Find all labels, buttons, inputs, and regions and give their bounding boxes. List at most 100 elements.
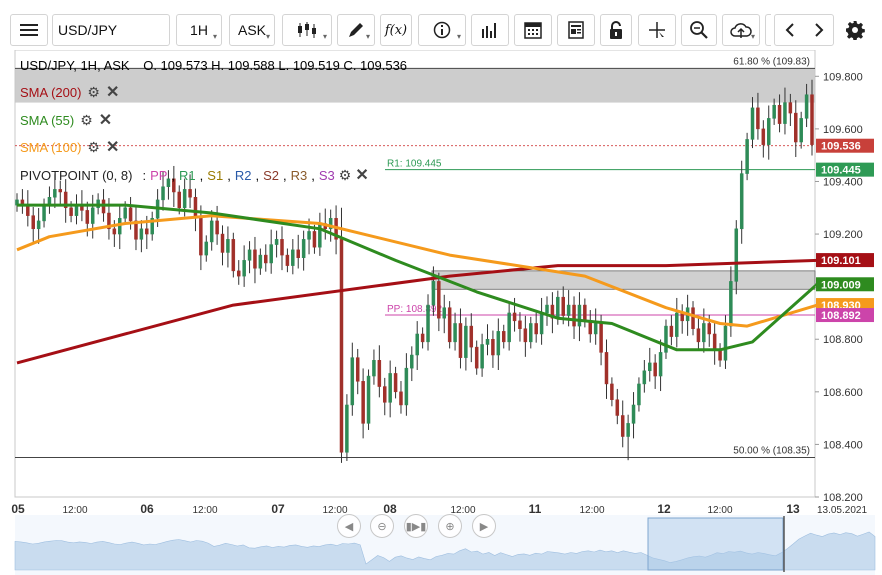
candle-body bbox=[258, 254, 263, 269]
zoom-out-button[interactable]: ⊖ bbox=[370, 514, 394, 538]
y-tick-label: 109.600 bbox=[823, 124, 863, 136]
x-tick-label: 12:00 bbox=[707, 505, 732, 516]
candle-body bbox=[182, 189, 187, 209]
legend-symbol: USD/JPY, 1H, ASK bbox=[20, 58, 130, 73]
candle-body bbox=[518, 320, 522, 329]
candle-body bbox=[599, 323, 603, 353]
price-tag-label: 108.892 bbox=[821, 310, 861, 322]
pan-left-button[interactable]: ◀ bbox=[337, 514, 361, 538]
candle-body bbox=[42, 204, 46, 222]
candle-body bbox=[777, 104, 782, 124]
chart-canvas[interactable]: 61.80 % (109.83) 50.00 % (108.35) R1: 109.… bbox=[0, 50, 882, 575]
chevron-right-icon bbox=[814, 23, 823, 37]
candle-body bbox=[410, 354, 414, 369]
candle-body bbox=[355, 357, 360, 382]
candle-body bbox=[426, 304, 430, 343]
news-button[interactable] bbox=[557, 14, 595, 46]
candle-body bbox=[139, 228, 144, 240]
close-icon[interactable]: ✕ bbox=[98, 112, 113, 129]
x-tick-label: 12:00 bbox=[322, 505, 347, 516]
indicators-button[interactable]: f(x) bbox=[380, 14, 412, 46]
scroll-left-button[interactable] bbox=[775, 22, 804, 38]
draw-tool-button[interactable]: ▾ bbox=[337, 14, 375, 46]
symbol-selector[interactable]: USD/JPY bbox=[52, 14, 170, 46]
price-tag-label: 109.536 bbox=[821, 141, 861, 153]
timeframe-dropdown[interactable]: 1H ▾ bbox=[176, 14, 222, 46]
candle-body bbox=[572, 304, 576, 327]
gear-icon[interactable]: ⚙ bbox=[87, 138, 100, 155]
chart-area[interactable]: 61.80 % (109.83) 50.00 % (108.35) R1: 109.… bbox=[0, 50, 882, 575]
candle-body bbox=[561, 296, 565, 316]
candle-body bbox=[236, 270, 241, 277]
candle-body bbox=[145, 228, 149, 235]
menu-button[interactable] bbox=[10, 14, 48, 46]
candle-body bbox=[36, 220, 41, 230]
x-tick-label: 12:00 bbox=[579, 505, 604, 516]
zoom-in-icon: ⊕ bbox=[445, 520, 455, 533]
candle-body bbox=[669, 325, 674, 337]
candle-body bbox=[177, 191, 181, 209]
candle-body bbox=[161, 186, 165, 201]
pan-right-button[interactable]: ▶ bbox=[472, 514, 496, 538]
gear-icon[interactable]: ⚙ bbox=[80, 111, 93, 128]
candle-body bbox=[74, 204, 79, 216]
crosshair-button[interactable] bbox=[638, 14, 676, 46]
pivot-label-r1: R1: 109.445 bbox=[387, 159, 442, 170]
gear-icon[interactable]: ⚙ bbox=[338, 166, 352, 183]
candle-body bbox=[447, 307, 452, 343]
candle-body bbox=[729, 281, 733, 327]
function-icon: f(x) bbox=[384, 22, 408, 38]
close-icon[interactable]: ✕ bbox=[105, 84, 120, 101]
upload-button[interactable]: ▾ bbox=[722, 14, 760, 46]
candle-body bbox=[350, 357, 355, 406]
candle-body bbox=[707, 323, 711, 335]
candle-body bbox=[799, 118, 803, 143]
price-tag bbox=[816, 162, 874, 177]
scroll-right-button[interactable] bbox=[804, 22, 833, 38]
close-icon[interactable]: ✕ bbox=[355, 167, 369, 184]
legend-sma55: SMA (55) ⚙ ✕ bbox=[20, 110, 112, 130]
price-tag-label: 109.101 bbox=[821, 255, 861, 267]
caret-down-icon: ▾ bbox=[322, 32, 327, 41]
info-button[interactable]: ▾ bbox=[418, 14, 466, 46]
candle-body bbox=[301, 239, 306, 258]
candle-body bbox=[474, 346, 479, 369]
candle-body bbox=[696, 328, 701, 343]
settings-button[interactable] bbox=[838, 14, 872, 46]
x-tick-label: 12 bbox=[657, 502, 671, 516]
candle-body bbox=[545, 304, 549, 314]
y-tick-label: 108.600 bbox=[823, 387, 863, 399]
volume-button[interactable] bbox=[471, 14, 509, 46]
pivot-comma: , bbox=[282, 167, 287, 183]
candle-body bbox=[193, 196, 198, 219]
document-icon bbox=[568, 21, 584, 39]
candle-body bbox=[85, 210, 90, 224]
candle-body bbox=[399, 391, 403, 406]
candle-body bbox=[31, 215, 35, 230]
candle-body bbox=[274, 239, 279, 245]
zoom-in-button[interactable]: ⊕ bbox=[438, 514, 462, 538]
candle-body bbox=[188, 189, 192, 198]
legend-sma200: SMA (200) ⚙ ✕ bbox=[20, 82, 119, 102]
zoom-button[interactable] bbox=[681, 14, 717, 46]
pivot-r2: R2 bbox=[234, 167, 252, 183]
candle-body bbox=[63, 191, 68, 209]
price-tag bbox=[816, 277, 874, 292]
candle-body bbox=[312, 231, 317, 248]
pivot-label: PIVOTPOINT (0, 8) bbox=[20, 167, 133, 183]
candle-body bbox=[501, 331, 506, 343]
crosshair-icon bbox=[649, 22, 665, 38]
candle-body bbox=[539, 312, 544, 335]
reset-view-button[interactable]: ▮▶▮ bbox=[404, 514, 428, 538]
candle-body bbox=[388, 373, 392, 403]
candle-body bbox=[810, 94, 814, 145]
lock-button[interactable] bbox=[600, 14, 632, 46]
price-type-dropdown[interactable]: ASK ▾ bbox=[229, 14, 275, 46]
candle-body bbox=[53, 189, 57, 198]
chart-type-button[interactable]: ▾ bbox=[282, 14, 332, 46]
gear-icon[interactable]: ⚙ bbox=[87, 83, 100, 100]
calendar-button[interactable] bbox=[514, 14, 552, 46]
close-icon[interactable]: ✕ bbox=[105, 139, 120, 156]
info-icon bbox=[433, 21, 451, 39]
candle-body bbox=[718, 349, 722, 361]
